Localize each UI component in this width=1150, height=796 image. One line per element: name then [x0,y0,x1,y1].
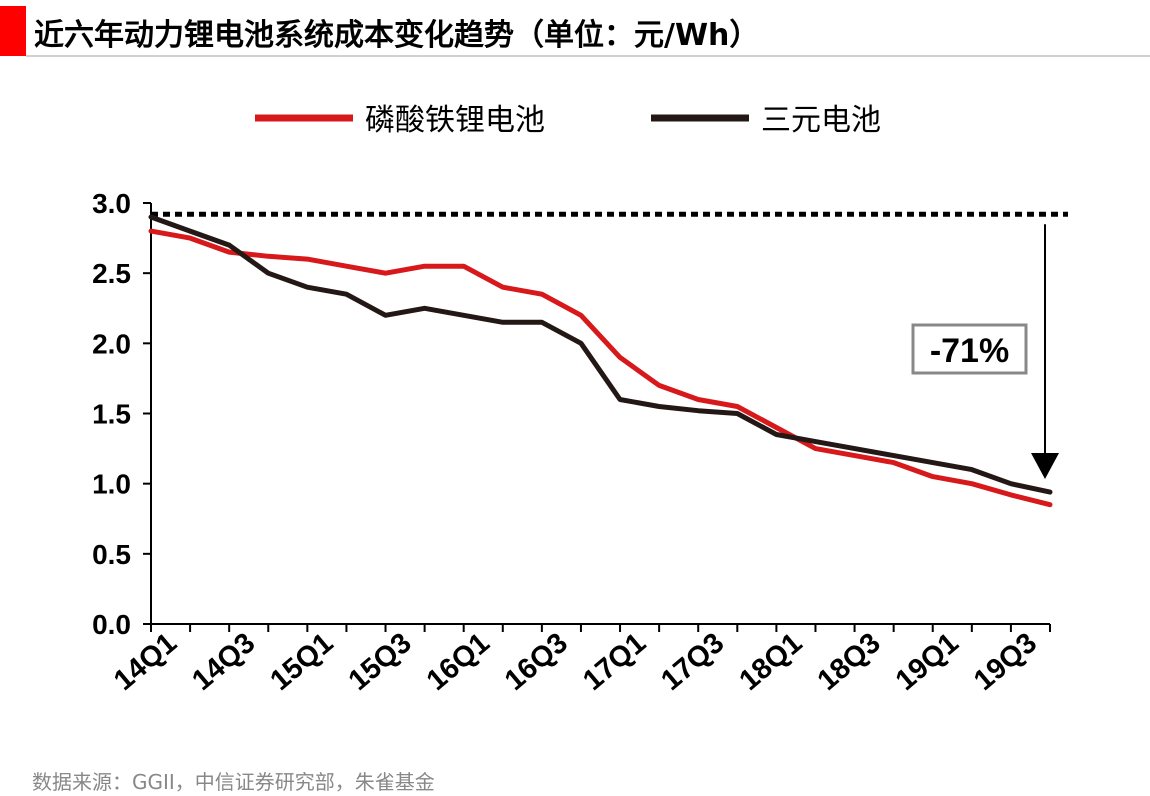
series-group [148,214,1053,508]
series-line-lfp [148,228,1053,508]
annotation-label: -71% [930,332,1009,370]
x-tick-label: 17Q1 [577,627,652,697]
x-tick-label: 18Q1 [734,627,809,697]
annotation-group: -71% [911,224,1059,479]
chart-legend: 磷酸铁锂电池 三元电池 [255,103,881,138]
title-accent-bar [0,6,26,56]
y-tick-label: 1.0 [92,469,131,500]
x-tick-label: 16Q3 [499,627,574,697]
y-tick-label: 1.5 [92,399,131,430]
x-tick-label: 19Q1 [890,627,965,697]
source-note: 数据来源：GGII，中信证券研究部，朱雀基金 [32,770,435,794]
x-tick-label: 15Q3 [343,627,418,697]
x-tick-label: 14Q3 [186,627,261,697]
page-title: 近六年动力锂电池系统成本变化趋势（单位：元/Wh） [34,18,760,53]
y-tick-label: 2.5 [92,258,131,289]
y-tick-label: 2.0 [92,328,131,359]
x-tick-label: 16Q1 [421,627,496,697]
y-tick-label: 3.0 [92,188,131,219]
x-tick-label: 19Q3 [968,627,1043,697]
title-bar: 近六年动力锂电池系统成本变化趋势（单位：元/Wh） [0,0,1150,57]
x-tick-label: 15Q1 [264,627,339,697]
legend-label: 三元电池 [761,103,881,138]
title-divider [26,55,1150,57]
legend-label: 磷酸铁锂电池 [365,103,545,138]
x-tick-label: 18Q3 [812,627,887,697]
x-tick-label: 17Q3 [655,627,730,697]
y-tick-label: 0.5 [92,539,131,570]
annotation-box [911,323,1028,375]
annotation-arrowhead [1031,453,1059,479]
series-line-ncm [148,214,1053,495]
y-tick-label: 0.0 [92,609,131,640]
